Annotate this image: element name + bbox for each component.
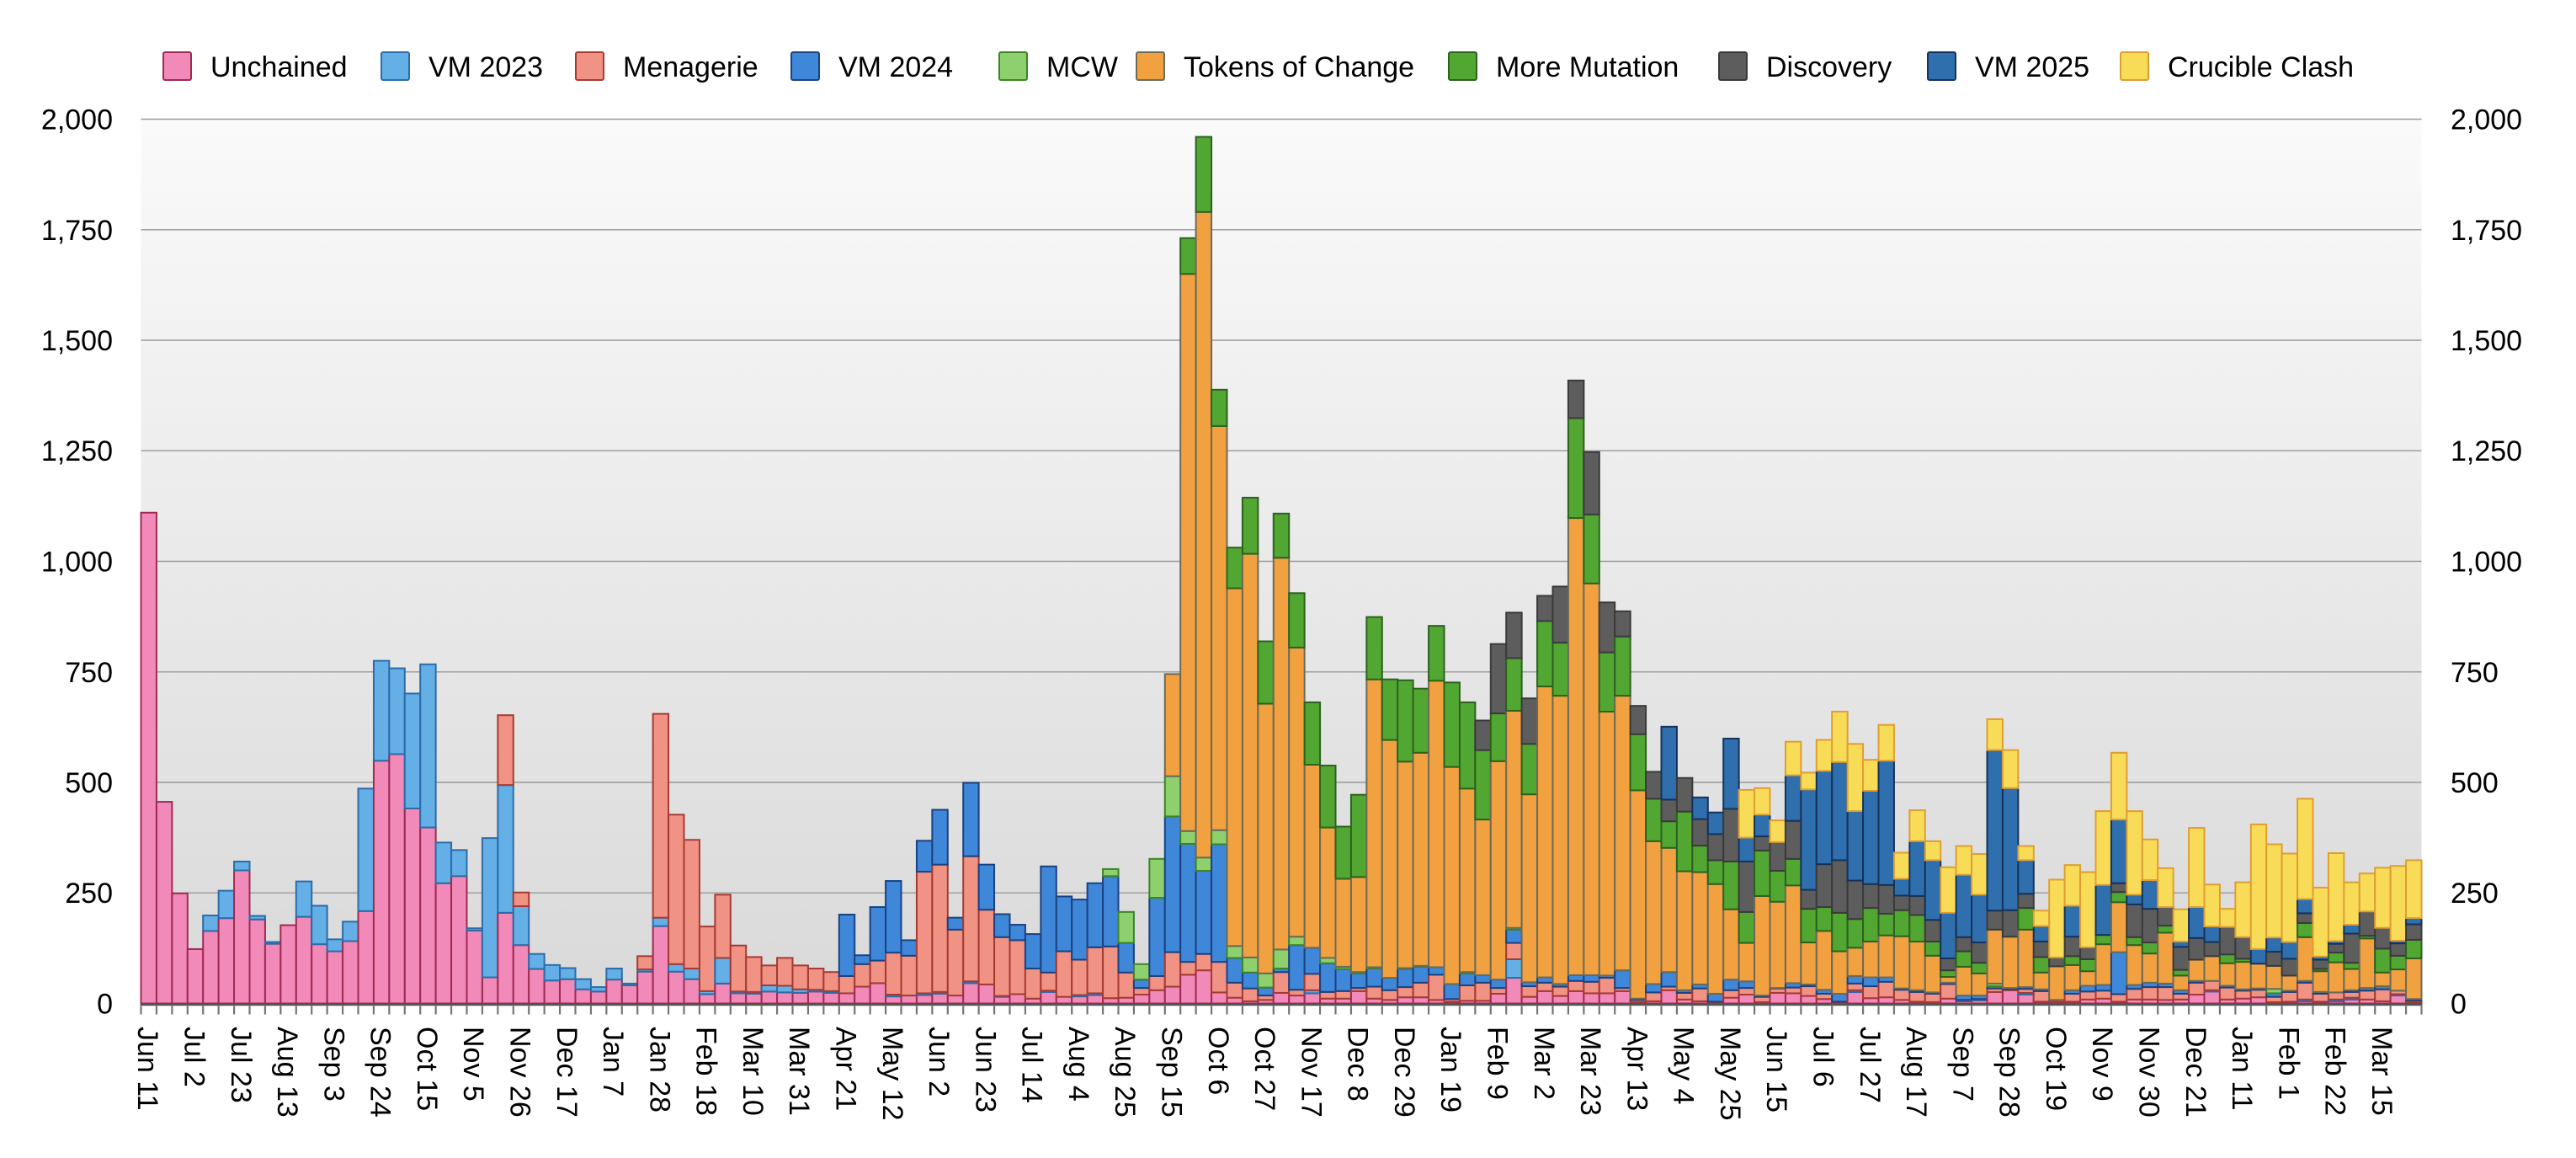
svg-text:500: 500	[2451, 767, 2499, 799]
svg-text:Nov 30: Nov 30	[2133, 1027, 2165, 1118]
svg-text:Dec 17: Dec 17	[551, 1027, 583, 1118]
svg-text:VM 2023: VM 2023	[428, 51, 543, 83]
svg-text:Discovery: Discovery	[1766, 51, 1892, 83]
svg-text:Jun 15: Jun 15	[1760, 1027, 1792, 1113]
svg-text:0: 0	[2451, 989, 2467, 1021]
svg-text:Aug 25: Aug 25	[1109, 1027, 1141, 1118]
svg-text:MCW: MCW	[1046, 51, 1118, 83]
svg-text:Sep 15: Sep 15	[1156, 1027, 1188, 1118]
svg-text:Feb 18: Feb 18	[690, 1027, 722, 1116]
svg-text:Jul 6: Jul 6	[1807, 1027, 1839, 1087]
svg-text:Nov 9: Nov 9	[2086, 1027, 2118, 1102]
svg-text:Unchained: Unchained	[210, 51, 348, 83]
svg-text:VM 2024: VM 2024	[838, 51, 953, 83]
svg-text:Sep 7: Sep 7	[1946, 1027, 1978, 1102]
svg-text:Sep 28: Sep 28	[1993, 1027, 2025, 1118]
svg-text:Dec 29: Dec 29	[1388, 1027, 1420, 1118]
svg-text:Jan 19: Jan 19	[1434, 1027, 1466, 1113]
svg-text:Jul 2: Jul 2	[178, 1027, 210, 1087]
svg-text:Jun 2: Jun 2	[923, 1027, 955, 1097]
svg-text:Mar 15: Mar 15	[2366, 1027, 2398, 1116]
svg-text:Jan 7: Jan 7	[597, 1027, 629, 1097]
svg-text:Oct 27: Oct 27	[1248, 1027, 1280, 1111]
svg-text:Crucible Clash: Crucible Clash	[2168, 51, 2354, 83]
svg-text:Nov 5: Nov 5	[457, 1027, 489, 1102]
svg-text:500: 500	[65, 767, 113, 799]
svg-text:250: 250	[2451, 878, 2499, 910]
svg-text:Aug 17: Aug 17	[1900, 1027, 1932, 1118]
svg-text:Jun 23: Jun 23	[969, 1027, 1001, 1113]
svg-text:Apr 13: Apr 13	[1621, 1027, 1653, 1111]
svg-text:750: 750	[2451, 657, 2499, 689]
svg-text:Feb 22: Feb 22	[2319, 1027, 2351, 1116]
svg-text:Apr 21: Apr 21	[830, 1027, 862, 1111]
svg-text:2,000: 2,000	[2451, 104, 2522, 136]
svg-text:Aug 13: Aug 13	[271, 1027, 303, 1118]
svg-text:Dec 8: Dec 8	[1342, 1027, 1374, 1102]
svg-text:1,250: 1,250	[41, 435, 113, 467]
svg-text:VM 2025: VM 2025	[1975, 51, 2089, 83]
svg-text:Sep 24: Sep 24	[365, 1027, 397, 1118]
svg-text:Menagerie: Menagerie	[623, 51, 758, 83]
svg-text:Feb 9: Feb 9	[1482, 1027, 1514, 1100]
svg-text:Oct 6: Oct 6	[1202, 1027, 1234, 1095]
svg-text:Sep 3: Sep 3	[317, 1027, 349, 1102]
svg-text:1,500: 1,500	[41, 325, 113, 357]
svg-text:1,750: 1,750	[41, 215, 113, 247]
svg-text:Mar 10: Mar 10	[737, 1027, 769, 1116]
svg-text:Nov 17: Nov 17	[1295, 1027, 1327, 1118]
svg-text:1,250: 1,250	[2451, 435, 2522, 467]
svg-text:Oct 19: Oct 19	[2040, 1027, 2072, 1111]
svg-text:1,000: 1,000	[41, 547, 113, 579]
svg-text:Jan 28: Jan 28	[643, 1027, 675, 1113]
svg-text:Jul 14: Jul 14	[1016, 1027, 1048, 1103]
svg-text:Jun 11: Jun 11	[131, 1027, 163, 1111]
svg-text:Nov 26: Nov 26	[504, 1027, 536, 1118]
svg-text:May 4: May 4	[1668, 1027, 1700, 1105]
svg-text:Jul 23: Jul 23	[225, 1027, 257, 1103]
svg-text:Mar 31: Mar 31	[783, 1027, 815, 1116]
svg-text:May 12: May 12	[876, 1027, 908, 1121]
svg-text:1,750: 1,750	[2451, 215, 2522, 247]
svg-text:0: 0	[97, 989, 113, 1021]
svg-text:Dec 21: Dec 21	[2179, 1027, 2211, 1118]
svg-text:1,000: 1,000	[2451, 547, 2522, 579]
svg-text:Aug 4: Aug 4	[1062, 1027, 1094, 1102]
svg-text:Jul 27: Jul 27	[1854, 1027, 1886, 1103]
svg-text:750: 750	[65, 657, 113, 689]
svg-text:Tokens of Change: Tokens of Change	[1184, 51, 1414, 83]
svg-text:More Mutation: More Mutation	[1496, 51, 1679, 83]
svg-text:Oct 15: Oct 15	[411, 1027, 443, 1111]
svg-text:Mar 2: Mar 2	[1528, 1027, 1560, 1100]
svg-text:2,000: 2,000	[41, 104, 113, 136]
svg-text:250: 250	[65, 878, 113, 910]
svg-text:Jan 11: Jan 11	[2226, 1027, 2258, 1111]
svg-text:1,500: 1,500	[2451, 325, 2522, 357]
svg-text:Mar 23: Mar 23	[1574, 1027, 1606, 1116]
svg-text:Feb 1: Feb 1	[2272, 1027, 2304, 1100]
svg-text:May 25: May 25	[1714, 1027, 1746, 1121]
